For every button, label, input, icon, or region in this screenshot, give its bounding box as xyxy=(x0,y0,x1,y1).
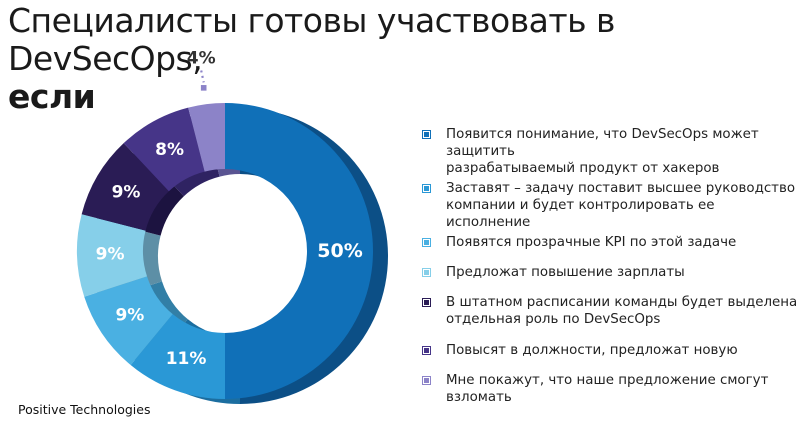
legend-swatch xyxy=(422,298,431,307)
data-label-4: 9% xyxy=(96,245,125,265)
legend-item: В штатном расписании команды будет выдел… xyxy=(420,294,797,328)
data-label-2: 11% xyxy=(166,349,207,369)
legend-swatch xyxy=(422,376,431,385)
data-label-5: 9% xyxy=(112,182,141,202)
data-label-1: 50% xyxy=(317,240,362,262)
legend-swatch xyxy=(422,184,431,193)
legend-label-line: Мне покажут, что наше предложение смогут… xyxy=(446,373,769,405)
donut-slices xyxy=(77,103,373,399)
slice-6 xyxy=(123,107,205,192)
legend-label-line: Появятся прозрачные KPI по этой задаче xyxy=(446,235,737,250)
data-label-6: 8% xyxy=(155,140,184,160)
donut-chart: 50% 11% 9% 9% 9% 8% 4% xyxy=(77,48,388,405)
legend-label-line: Заставят – задачу поставит высшее руково… xyxy=(446,181,796,196)
slice-1 xyxy=(225,103,373,399)
legend-label-line: Появится понимание, что DevSecOps может … xyxy=(446,127,759,159)
slice-2 xyxy=(130,314,225,399)
legend-item: Повысят в должности, предложат новую xyxy=(420,342,738,359)
legend-item: Мне покажут, что наше предложение смогут… xyxy=(420,372,798,406)
footer-source: Positive Technologies xyxy=(18,402,151,417)
slice-5 xyxy=(81,143,169,231)
slice-3 xyxy=(84,276,173,366)
legend-swatch xyxy=(422,268,431,277)
label-leader-marker xyxy=(199,83,208,93)
legend-label-line: В штатном расписании команды будет выдел… xyxy=(446,295,798,310)
legend-item: Заставят – задачу поставит высшее руково… xyxy=(420,180,798,231)
data-label-3: 9% xyxy=(115,306,144,326)
legend-item: Предложат повышение зарплаты xyxy=(420,264,685,281)
legend-label-line: Повысят в должности, предложат новую xyxy=(446,343,738,358)
legend-label-line: Предложат повышение зарплаты xyxy=(446,265,685,280)
legend-swatch xyxy=(422,130,431,139)
legend-swatch xyxy=(422,346,431,355)
legend-label-line: отдельная роль по DevSecOps xyxy=(446,312,661,327)
chart-title: Специалисты готовы участвовать в DevSecO… xyxy=(8,2,798,116)
legend-item: Появятся прозрачные KPI по этой задаче xyxy=(420,234,736,251)
slice-7 xyxy=(188,103,225,172)
label-leader-line xyxy=(200,70,205,83)
legend-swatch xyxy=(422,238,431,247)
chart-title-line1: Специалисты готовы участвовать в DevSecO… xyxy=(8,1,615,78)
legend-label-line: разрабатываемый продукт от хакеров xyxy=(446,161,720,176)
chart-title-line2: если xyxy=(8,77,96,116)
slice-4 xyxy=(77,214,148,297)
data-label-7: 4% xyxy=(187,48,216,68)
legend-label-line: компании и будет контролировать ее испол… xyxy=(446,198,715,230)
legend-item: Появится понимание, что DevSecOps может … xyxy=(420,126,798,177)
